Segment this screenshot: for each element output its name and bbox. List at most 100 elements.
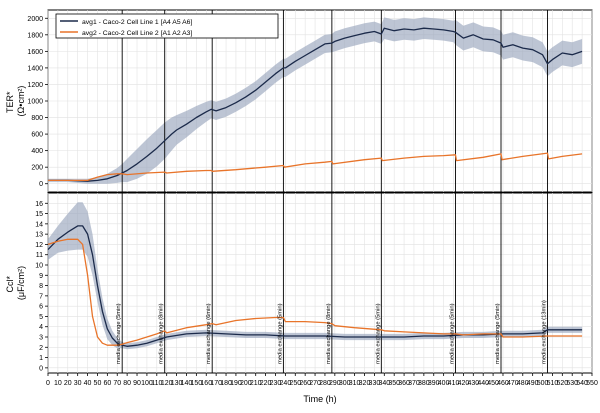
x-axis-ticks: 0 10 20 30 40 50 60 70 80 90 100110120130140150160… bbox=[46, 373, 598, 387]
x-tick-label: 200 bbox=[240, 380, 252, 387]
event-label: media exchange (6min) bbox=[206, 303, 212, 364]
x-tick-label: 430 bbox=[467, 380, 479, 387]
x-tick-label: 50 bbox=[94, 380, 102, 387]
ccl-y-tick-label: 14 bbox=[35, 221, 43, 228]
ccl-y-tick-label: 5 bbox=[39, 314, 43, 321]
ter-y-ticks: 0 200 400 600 800 1000 1200 1400 1600 1800 2000 bbox=[27, 16, 48, 188]
ccl-y-axis-label: Ccl* (μF/cm²) bbox=[5, 266, 26, 300]
x-tick-label: 330 bbox=[369, 380, 381, 387]
ter-line-series-1 bbox=[48, 27, 583, 182]
x-tick-label: 170 bbox=[210, 380, 222, 387]
ter-y-tick-label: 2000 bbox=[27, 16, 43, 23]
ter-band-series-1 bbox=[48, 17, 583, 184]
x-tick-label: 260 bbox=[299, 380, 311, 387]
event-label: media exchange (5min) bbox=[450, 303, 456, 364]
event-label: media exchange (8min) bbox=[159, 303, 165, 364]
x-tick-label: 470 bbox=[507, 380, 519, 387]
event-label: media exchange (5min) bbox=[277, 303, 283, 364]
event-label: media exchange (8min) bbox=[326, 303, 332, 364]
ccl-y-tick-label: 10 bbox=[35, 263, 43, 270]
x-tick-label: 380 bbox=[418, 380, 430, 387]
x-tick-label: 520 bbox=[556, 380, 568, 387]
ccl-band-series-1 bbox=[48, 202, 583, 350]
x-tick-label: 0 bbox=[46, 380, 50, 387]
x-tick-label: 270 bbox=[309, 380, 321, 387]
x-tick-label: 480 bbox=[517, 380, 529, 387]
ccl-event-lines bbox=[121, 193, 548, 373]
ter-y-tick-label: 200 bbox=[31, 165, 43, 172]
x-tick-label: 80 bbox=[123, 380, 131, 387]
x-tick-label: 460 bbox=[497, 380, 509, 387]
ccl-y-tick-label: 11 bbox=[36, 252, 43, 259]
x-tick-label: 510 bbox=[547, 380, 559, 387]
x-tick-label: 230 bbox=[270, 380, 282, 387]
event-label: media exchange (5min) bbox=[116, 303, 122, 364]
ter-panel: 0 200 400 600 800 1000 1200 1400 1600 1800 2000 TE… bbox=[5, 9, 593, 193]
x-tick-label: 40 bbox=[84, 380, 92, 387]
ter-y-tick-label: 400 bbox=[31, 148, 43, 155]
event-labels: media exchange (5min) media exchange (8mi… bbox=[116, 300, 547, 364]
ccl-y-tick-label: 16 bbox=[35, 201, 43, 208]
x-tick-label: 210 bbox=[250, 380, 262, 387]
ccl-y-tick-label: 4 bbox=[39, 324, 43, 331]
event-label: media exchange (5min) bbox=[495, 303, 501, 364]
ter-y-tick-label: 1800 bbox=[27, 32, 43, 39]
ccl-y-tick-label: 6 bbox=[39, 304, 43, 311]
x-tick-label: 120 bbox=[161, 380, 173, 387]
x-tick-label: 140 bbox=[181, 380, 193, 387]
ccl-y-tick-label: 8 bbox=[39, 283, 43, 290]
x-tick-label: 370 bbox=[408, 380, 420, 387]
ccl-y-tick-label: 2 bbox=[39, 345, 43, 352]
x-tick-label: 150 bbox=[191, 380, 203, 387]
event-label: media exchange (5min) bbox=[375, 303, 381, 364]
ter-series-lines bbox=[48, 27, 583, 182]
x-tick-label: 300 bbox=[339, 380, 351, 387]
x-tick-label: 250 bbox=[289, 380, 301, 387]
x-tick-label: 30 bbox=[74, 380, 82, 387]
ter-y-tick-label: 600 bbox=[31, 132, 43, 139]
ter-y-tick-label: 1000 bbox=[27, 99, 43, 106]
event-label: media exchange (13min) bbox=[542, 300, 548, 364]
ter-y-tick-label: 800 bbox=[31, 115, 43, 122]
x-tick-label: 20 bbox=[64, 380, 72, 387]
x-tick-label: 550 bbox=[586, 380, 598, 387]
ccl-y-tick-label: 0 bbox=[39, 365, 43, 372]
x-tick-label: 290 bbox=[329, 380, 341, 387]
x-tick-label: 100 bbox=[141, 380, 153, 387]
x-tick-label: 350 bbox=[388, 380, 400, 387]
x-tick-label: 130 bbox=[171, 380, 183, 387]
x-tick-label: 390 bbox=[428, 380, 440, 387]
chart-legend: avg1 - Caco-2 Cell Line 1 [A4 A5 A6] avg… bbox=[55, 13, 279, 39]
ter-line-series-2 bbox=[48, 152, 583, 182]
ter-y-tick-label: 0 bbox=[39, 181, 43, 188]
x-tick-label: 500 bbox=[537, 380, 549, 387]
ccl-y-tick-label: 12 bbox=[35, 242, 43, 249]
ccl-bands bbox=[48, 202, 583, 350]
ter-y-tick-label: 1200 bbox=[27, 82, 43, 89]
x-tick-label: 70 bbox=[113, 380, 121, 387]
x-tick-label: 540 bbox=[576, 380, 588, 387]
x-tick-label: 240 bbox=[280, 380, 292, 387]
legend-box bbox=[55, 13, 279, 39]
ter-y-axis-label: TER* (Ω•cm²) bbox=[5, 86, 26, 117]
x-tick-label: 220 bbox=[260, 380, 272, 387]
ter-y-tick-label: 1600 bbox=[27, 49, 43, 56]
ccl-y-tick-label: 3 bbox=[39, 335, 43, 342]
x-tick-label: 190 bbox=[230, 380, 242, 387]
x-tick-label: 60 bbox=[103, 380, 111, 387]
ccl-series-lines bbox=[47, 225, 583, 347]
ccl-y-tick-label: 15 bbox=[35, 211, 43, 218]
ccl-y-tick-label: 1 bbox=[39, 355, 43, 362]
x-tick-label: 440 bbox=[477, 380, 489, 387]
x-tick-label: 90 bbox=[133, 380, 141, 387]
ccl-y-tick-label: 9 bbox=[39, 273, 43, 280]
x-tick-label: 10 bbox=[54, 380, 62, 387]
ter-y-tick-label: 1400 bbox=[27, 65, 43, 72]
x-tick-label: 410 bbox=[448, 380, 460, 387]
x-tick-label: 360 bbox=[398, 380, 410, 387]
x-tick-label: 490 bbox=[527, 380, 539, 387]
x-axis-label: Time (h) bbox=[303, 394, 336, 404]
ter-bands bbox=[48, 17, 583, 184]
